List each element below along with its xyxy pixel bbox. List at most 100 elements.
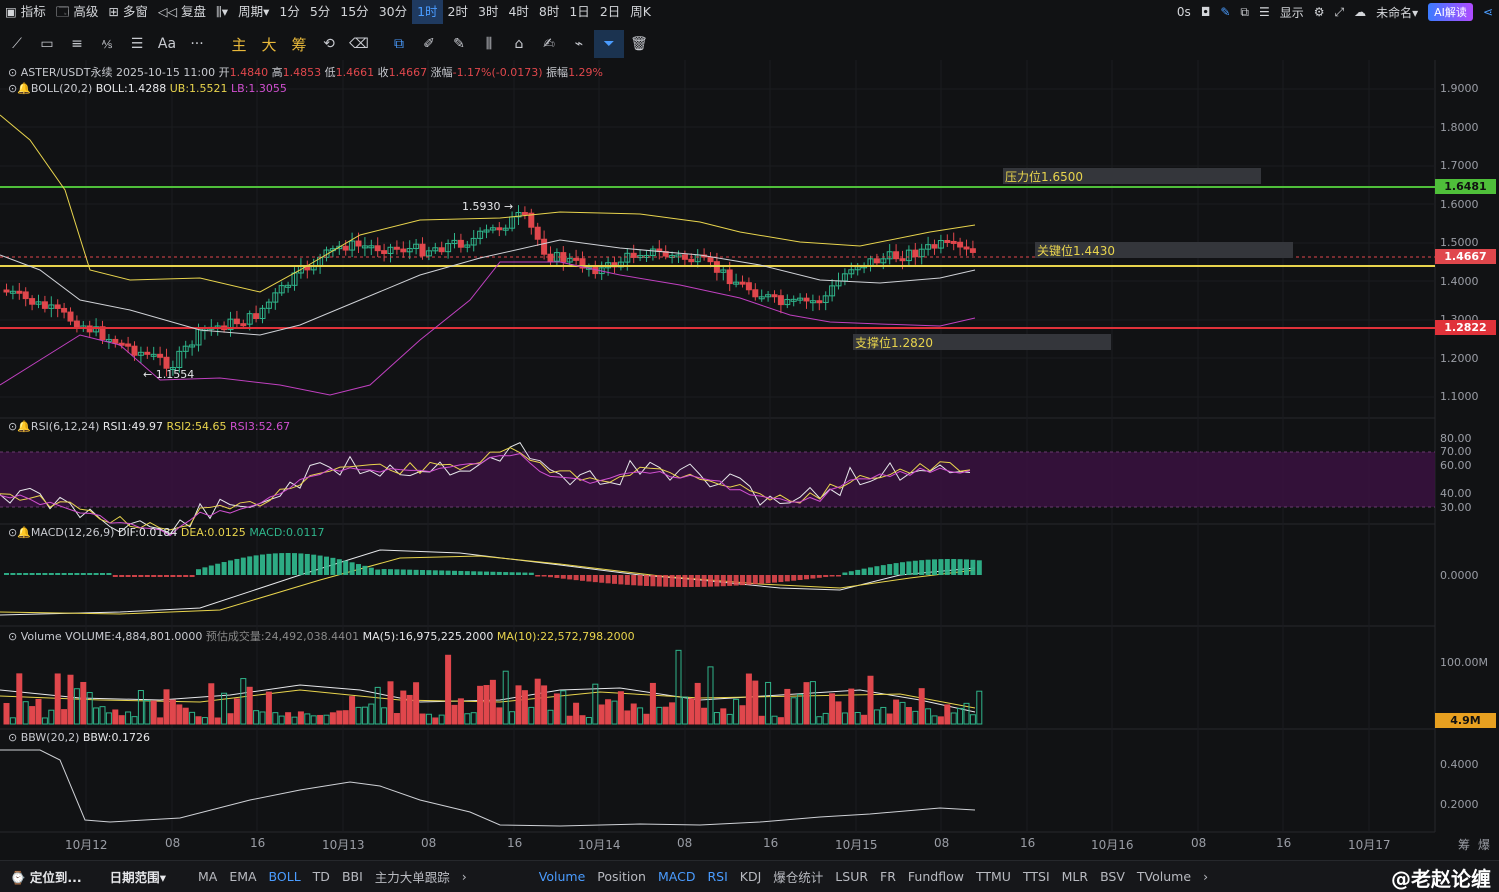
copy-icon[interactable]: ⧉ <box>394 36 404 52</box>
eraser-icon[interactable]: ⌫ <box>349 36 369 52</box>
tf-30m[interactable]: 30分 <box>378 4 408 19</box>
tf-4h[interactable]: 4时 <box>508 4 529 19</box>
note-icon[interactable]: ✍ <box>543 36 555 52</box>
display-button[interactable]: 显示 <box>1279 5 1304 20</box>
lock-icon[interactable]: ⌂ <box>514 36 524 52</box>
macd-bar <box>701 575 707 587</box>
sub-fundflow[interactable]: Fundflow <box>907 869 964 884</box>
bbw-name: BBW(20,2) <box>20 731 80 744</box>
indicators-menu[interactable]: ▣ 指标 <box>5 4 46 19</box>
tf-1h[interactable]: 1时 <box>412 0 443 24</box>
ind-main-force[interactable]: 主力大单跟踪 <box>374 870 450 885</box>
layout-name-dropdown[interactable]: 未命名▾ <box>1376 5 1419 20</box>
volume-bar <box>291 716 298 725</box>
bell-icon[interactable]: 🔔 <box>17 82 31 95</box>
tf-1w[interactable]: 周K <box>630 4 651 19</box>
collapse-icon[interactable]: ⊙ <box>8 731 18 744</box>
sub-liquidation[interactable]: 爆仓统计 <box>773 870 824 885</box>
ind-ma[interactable]: MA <box>197 869 218 884</box>
candle-body <box>752 289 759 298</box>
ind-td[interactable]: TD <box>312 869 330 884</box>
tf-2h[interactable]: 2时 <box>447 4 468 19</box>
ind-ema[interactable]: EMA <box>229 869 257 884</box>
sub-kdj[interactable]: KDJ <box>739 869 762 884</box>
support-zone[interactable]: 支撑位1.2820 <box>853 334 1111 350</box>
volume-bar <box>214 717 221 725</box>
sub-lsur[interactable]: LSUR <box>835 869 869 884</box>
collapse-icon[interactable]: ⊙ <box>8 82 18 95</box>
sub-ttsi[interactable]: TTSI <box>1022 869 1050 884</box>
tf-1m[interactable]: 1分 <box>279 4 300 19</box>
sub-fr[interactable]: FR <box>880 869 896 884</box>
chips-toggle[interactable]: 筹 <box>1458 838 1471 852</box>
advanced-menu[interactable]: 🗔 高级 <box>55 4 99 19</box>
period-menu[interactable]: 周期▾ <box>238 4 270 19</box>
macd-bar <box>586 575 592 582</box>
y-tick: 1.5000 <box>1440 236 1479 249</box>
collapse-icon[interactable]: ⊙ <box>8 526 18 539</box>
filter-icon[interactable]: ⏷ <box>594 30 624 58</box>
sub-mlr[interactable]: MLR <box>1061 869 1089 884</box>
brush-icon[interactable]: ✎ <box>453 36 465 52</box>
liquidation-toggle[interactable]: 爆 <box>1478 838 1491 852</box>
tf-3h[interactable]: 3时 <box>478 4 499 19</box>
collapse-icon[interactable]: ⊙ <box>8 66 18 79</box>
volume-bar <box>150 700 157 725</box>
tf-8h[interactable]: 8时 <box>538 4 560 19</box>
main-force-button[interactable]: 主 <box>231 35 247 54</box>
gear-icon[interactable]: ⚙ <box>1313 5 1325 19</box>
fullscreen-icon[interactable]: ⤢ <box>1334 4 1345 19</box>
sub-volume[interactable]: Volume <box>538 869 586 884</box>
ai-explain-button[interactable]: AI解读 <box>1428 3 1473 21</box>
tf-1d[interactable]: 1日 <box>569 4 590 19</box>
bars-icon[interactable]: ⫼ <box>485 36 493 52</box>
big-order-button[interactable]: 大 <box>261 35 277 54</box>
ind-boll[interactable]: BOLL <box>268 869 301 884</box>
sub-macd[interactable]: MACD <box>657 869 696 884</box>
date-range-button[interactable]: 日期范围▾ <box>109 870 166 885</box>
fib-icon[interactable]: ⅍ <box>101 37 113 51</box>
bell-icon[interactable]: 🔔 <box>17 420 31 433</box>
goto-button[interactable]: ⌚ 定位到... <box>10 870 82 885</box>
key-zone[interactable]: 关键位1.4430 <box>1035 242 1293 258</box>
sub-position[interactable]: Position <box>597 869 646 884</box>
tf-15m[interactable]: 15分 <box>340 4 369 19</box>
collapse-icon[interactable]: ⊙ <box>8 630 18 643</box>
multi-window-menu[interactable]: ⊞ 多窗 <box>108 4 148 19</box>
magnet-icon[interactable]: ⌁ <box>574 36 584 52</box>
sub-bsv[interactable]: BSV <box>1100 869 1125 884</box>
tf-5m[interactable]: 5分 <box>309 4 331 19</box>
sub-ttmu[interactable]: TTMU <box>975 869 1011 884</box>
camera-icon[interactable]: ◘ <box>1200 5 1211 19</box>
refresh-icon[interactable]: ⟲ <box>323 36 335 52</box>
ruler-icon[interactable]: ✐ <box>423 36 435 52</box>
collapse-icon[interactable]: ⊙ <box>8 420 18 433</box>
popout-icon[interactable]: ⧉ <box>1240 4 1249 19</box>
sub-tvolume[interactable]: TVolume <box>1136 869 1192 884</box>
volume-bar <box>297 711 304 725</box>
candle-type-menu[interactable]: ⫼▾ <box>216 4 229 19</box>
share-icon[interactable]: ⋖ <box>1482 5 1493 19</box>
macd-bar <box>125 575 131 577</box>
parallel-lines-icon[interactable]: ≡ <box>71 36 83 52</box>
ind-bbi[interactable]: BBI <box>341 869 363 884</box>
sub-rsi[interactable]: RSI <box>707 869 728 884</box>
more-tools[interactable]: ··· <box>190 36 204 52</box>
list-icon[interactable]: ☰ <box>1258 5 1270 19</box>
hlines-icon[interactable]: ☰ <box>130 36 144 52</box>
chevron-right-icon[interactable]: › <box>461 869 467 884</box>
trendline-icon[interactable]: ⟋ <box>12 36 22 52</box>
volume-bar <box>528 706 535 725</box>
chips-button[interactable]: 筹 <box>291 35 307 54</box>
tf-2d[interactable]: 2日 <box>599 4 621 19</box>
trash-icon[interactable]: 🗑 <box>630 36 648 52</box>
bell-icon[interactable]: 🔔 <box>17 526 31 539</box>
rectangle-icon[interactable]: ▭ <box>40 36 54 52</box>
replay-menu[interactable]: ◁◁ 复盘 <box>157 4 207 19</box>
pen-icon[interactable]: ✎ <box>1220 5 1231 19</box>
text-tool[interactable]: Aa <box>157 36 177 52</box>
resistance-zone[interactable]: 压力位1.6500 <box>1003 168 1261 184</box>
candle-body <box>368 245 375 249</box>
chevron-right-icon[interactable]: › <box>1203 869 1209 884</box>
